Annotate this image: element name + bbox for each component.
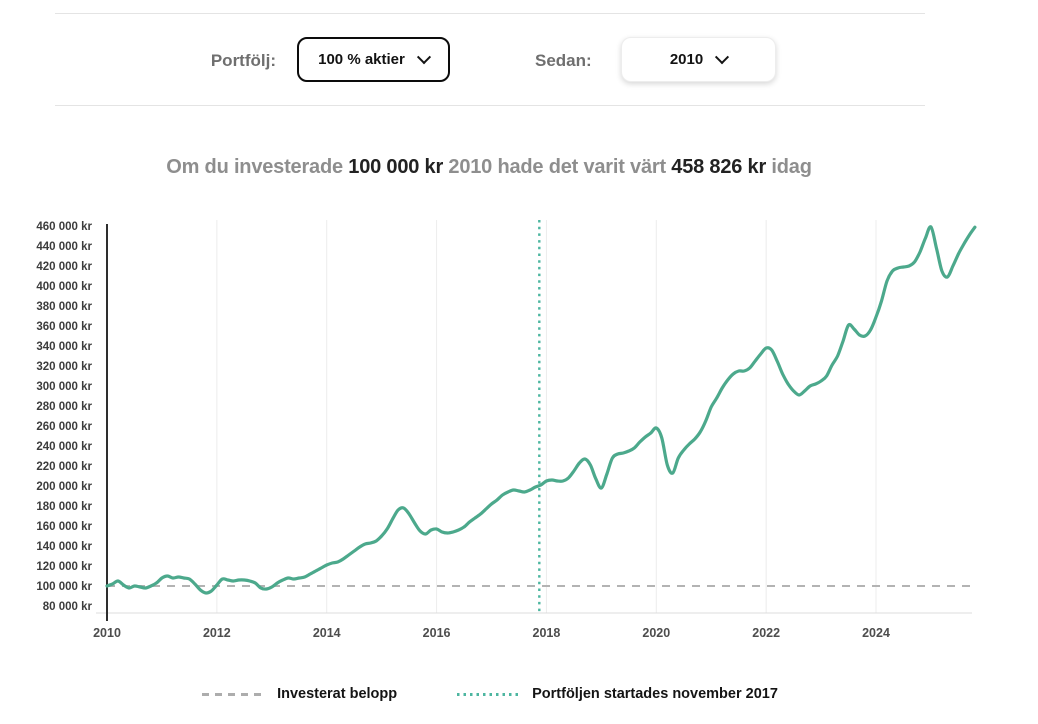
y-tick-label: 320 000 kr	[36, 361, 92, 373]
legend-label: Portföljen startades november 2017	[532, 686, 778, 702]
portfolio-value-line	[105, 225, 977, 595]
x-tick-label: 2020	[642, 626, 670, 640]
y-tick-label: 300 000 kr	[36, 381, 92, 393]
legend-dot-sample	[457, 692, 520, 696]
since-label: Sedan:	[535, 51, 592, 70]
x-tick-label: 2016	[423, 626, 451, 640]
y-tick-label: 280 000 kr	[36, 401, 92, 413]
portfolio-select[interactable]: 100 % aktier	[297, 37, 450, 82]
portfolio-select-value: 100 % aktier	[318, 51, 405, 68]
legend-dash-sample	[202, 692, 265, 696]
x-tick-label: 2012	[203, 626, 231, 640]
title-text: Om du investerade	[166, 156, 349, 178]
title-text: idag	[766, 156, 812, 178]
y-tick-label: 420 000 kr	[36, 261, 92, 273]
y-tick-label: 140 000 kr	[36, 541, 92, 553]
y-tick-label: 120 000 kr	[36, 561, 92, 573]
y-tick-label: 460 000 kr	[36, 221, 92, 233]
y-tick-label: 220 000 kr	[36, 461, 92, 473]
chevron-down-icon	[715, 49, 730, 64]
title-amount: 458 826 kr	[671, 156, 767, 178]
y-tick-label: 340 000 kr	[36, 341, 92, 353]
title-amount: 100 000 kr	[348, 156, 444, 178]
x-tick-label: 2010	[93, 626, 121, 640]
divider-top	[55, 13, 925, 14]
y-tick-label: 180 000 kr	[36, 501, 92, 513]
y-tick-label: 80 000 kr	[43, 601, 93, 613]
chevron-down-icon	[416, 49, 431, 64]
y-tick-label: 160 000 kr	[36, 521, 92, 533]
y-tick-label: 360 000 kr	[36, 321, 92, 333]
y-tick-label: 260 000 kr	[36, 421, 92, 433]
portfolio-chart: 460 000 kr 440 000 kr 420 000 kr 400 000 kr…	[36, 220, 977, 640]
y-tick-label: 200 000 kr	[36, 481, 92, 493]
x-tick-label: 2018	[533, 626, 561, 640]
y-tick-label: 100 000 kr	[36, 581, 92, 593]
y-tick-label: 400 000 kr	[36, 281, 92, 293]
x-tick-label: 2024	[862, 626, 890, 640]
portfolio-label: Portfölj:	[210, 51, 276, 70]
since-select-value: 2010	[669, 51, 704, 68]
legend-label: Investerat belopp	[277, 686, 398, 702]
since-select[interactable]: 2010	[621, 37, 776, 82]
legend-item-portfolio-start: Portföljen startades november 2017	[457, 686, 778, 702]
y-tick-label: 240 000 kr	[36, 441, 92, 453]
legend-item-invested: Investerat belopp	[202, 686, 397, 702]
chart-title: Om du investerade 100 000 kr 2010 hade d…	[0, 156, 978, 179]
x-tick-label: 2014	[313, 626, 341, 640]
title-text: 2010 hade det varit värt	[443, 156, 672, 178]
y-tick-label: 440 000 kr	[36, 241, 92, 253]
y-tick-label: 380 000 kr	[36, 301, 92, 313]
divider-bottom	[55, 105, 925, 106]
chart-legend: Investerat belopp Portföljen startades no…	[0, 686, 980, 702]
x-tick-label: 2022	[752, 626, 780, 640]
